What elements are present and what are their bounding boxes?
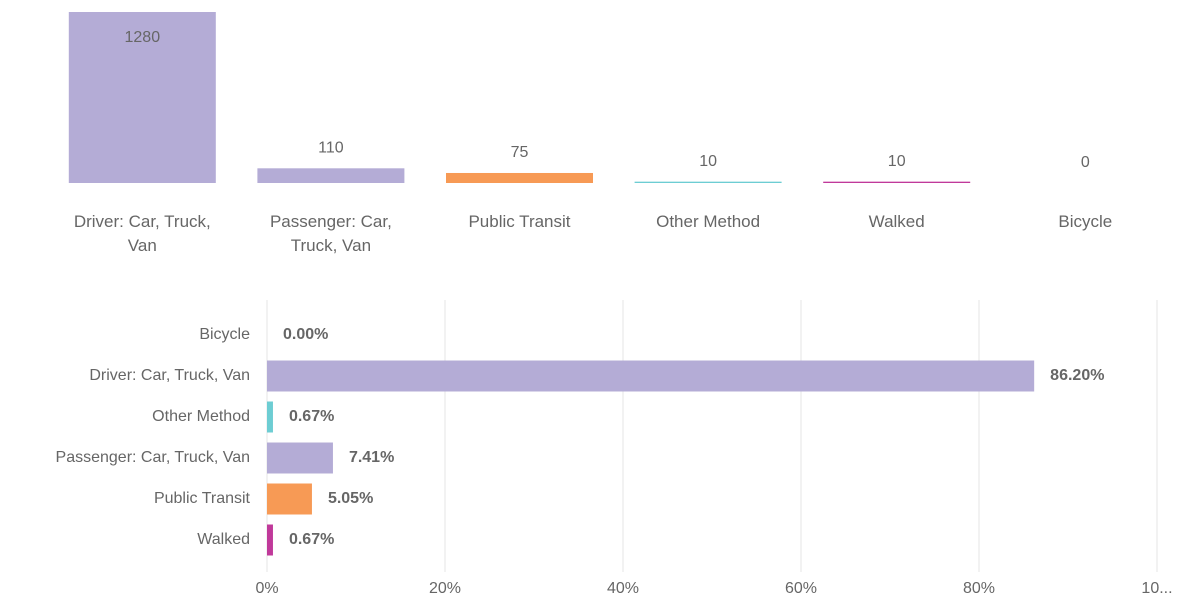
- category-label: Passenger: Car, Truck, Van: [56, 449, 250, 466]
- bar: [823, 181, 971, 183]
- bar: [267, 360, 1035, 392]
- value-label: 0: [1081, 154, 1090, 171]
- value-label: 86.20%: [1050, 367, 1104, 384]
- category-label: Bicycle: [199, 326, 250, 343]
- value-label: 10: [888, 153, 906, 170]
- bar: [257, 168, 405, 183]
- x-tick-label: 60%: [785, 580, 817, 597]
- category-label: Public Transit: [468, 212, 571, 231]
- value-label: 0.67%: [289, 531, 334, 548]
- bar: [634, 181, 782, 183]
- category-label: Walked: [197, 531, 250, 548]
- value-label: 10: [699, 153, 717, 170]
- value-label: 75: [511, 144, 529, 161]
- category-label: Driver: Car, Truck, Van: [89, 367, 250, 384]
- value-label: 5.05%: [328, 490, 373, 507]
- category-label: Other Method: [152, 408, 250, 425]
- x-tick-label: 80%: [963, 580, 995, 597]
- value-label: 7.41%: [349, 449, 394, 466]
- x-tick-label: 40%: [607, 580, 639, 597]
- bar: [267, 524, 273, 556]
- bar: [446, 172, 593, 183]
- bar: [267, 442, 333, 474]
- category-label: Passenger: Car, Truck, Van: [269, 212, 392, 255]
- x-tick-label: 20%: [429, 580, 461, 597]
- category-label: Bicycle: [1058, 212, 1113, 231]
- value-label: 0.00%: [283, 326, 328, 343]
- value-label: 110: [318, 140, 344, 157]
- bar: [267, 483, 312, 515]
- value-label: 1280: [125, 29, 161, 46]
- category-label: Other Method: [656, 212, 761, 231]
- x-tick-label: 0%: [255, 580, 278, 597]
- category-label: Public Transit: [154, 490, 251, 507]
- bar: [267, 401, 273, 433]
- category-label: Driver: Car, Truck, Van: [73, 212, 211, 255]
- x-tick-label: 10...: [1141, 580, 1172, 597]
- value-label: 0.67%: [289, 408, 334, 425]
- bar: [68, 12, 216, 183]
- category-label: Walked: [868, 212, 925, 231]
